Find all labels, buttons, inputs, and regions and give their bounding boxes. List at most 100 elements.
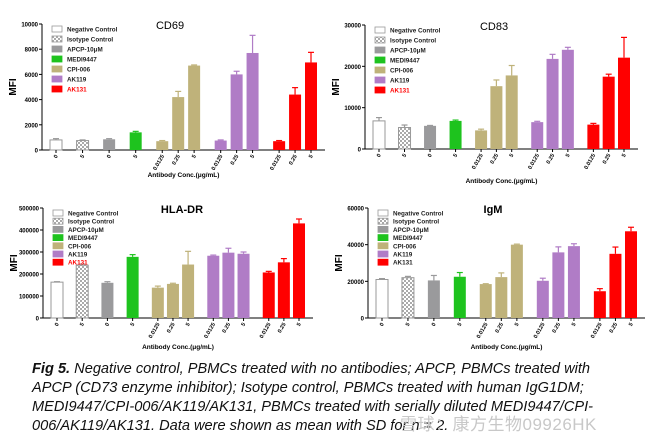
legend-label: CPI-006: [393, 243, 417, 250]
x-tick-label: 5: [296, 322, 303, 328]
chart-hla-dr: 0 100000 200000 300000 400000 500000 MFI HLA-DR…: [9, 204, 313, 351]
x-tick-label: 5: [185, 322, 192, 328]
watermark: 雪球：康方生物09926HK: [400, 415, 597, 434]
x-tick-label: 0: [54, 322, 61, 328]
bar: [166, 283, 179, 318]
x-tick-label: 0.25: [490, 153, 501, 165]
x-axis-label: Antibody Conc.(μg/mL): [142, 344, 214, 351]
legend-swatch: [51, 75, 63, 83]
y-tick-label: 2000: [25, 123, 39, 129]
bar: [602, 76, 615, 149]
bar: [273, 141, 286, 150]
bar: [561, 49, 574, 149]
bar: [552, 252, 565, 318]
legend-label: AK131: [393, 260, 413, 267]
legend-label: MEDI9447: [393, 235, 423, 242]
legend-label: MEDI9447: [67, 57, 97, 64]
legend-label: APCP-10μM: [393, 227, 429, 234]
y-axis-label: MFI: [8, 78, 19, 95]
legend-swatch: [377, 242, 389, 250]
bar: [222, 252, 235, 318]
legend-swatch: [52, 234, 64, 242]
x-tick-label: 0.25: [288, 154, 299, 166]
x-tick-label: 0.0125: [152, 154, 166, 172]
legend-swatch: [374, 36, 386, 44]
bar: [50, 281, 64, 319]
legend-swatch: [52, 217, 64, 225]
legend-swatch: [51, 35, 63, 43]
y-tick-label: 6000: [25, 73, 39, 79]
x-tick-label: 0.0125: [476, 322, 490, 340]
legend-swatch: [374, 46, 386, 54]
bar: [479, 284, 492, 318]
legend-label: AK119: [67, 77, 87, 84]
legend-swatch: [374, 26, 386, 34]
x-tick-label: 0.25: [277, 322, 288, 334]
legend-swatch: [377, 234, 389, 242]
legend-swatch: [52, 225, 64, 233]
bar: [618, 57, 630, 149]
x-tick-label: 5: [514, 322, 521, 328]
y-tick-label: 0: [361, 317, 365, 323]
bar: [151, 287, 164, 318]
legend-label: Isotype Control: [390, 38, 436, 45]
y-tick-label: 10000: [344, 106, 361, 112]
bar: [246, 52, 259, 151]
x-tick-label: 5: [250, 154, 257, 160]
bar: [188, 65, 201, 150]
x-axis-label: Antibody Conc.(μg/mL): [148, 172, 220, 179]
legend-swatch: [374, 56, 386, 64]
bar: [587, 124, 600, 149]
bar: [76, 140, 90, 151]
legend-label: CPI-006: [68, 243, 92, 250]
x-tick-label: 0.25: [494, 322, 505, 334]
x-tick-label: 5: [509, 153, 516, 159]
bar: [207, 255, 220, 318]
y-tick-label: 0: [36, 317, 40, 323]
y-tick-label: 30000: [344, 24, 361, 30]
x-tick-label: 5: [571, 322, 578, 328]
x-tick-label: 0: [53, 154, 60, 160]
legend-label: APCP-10μM: [67, 47, 103, 54]
y-tick-label: 400000: [19, 229, 40, 235]
x-tick-label: 0.25: [166, 322, 177, 334]
legend-label: Negative Control: [393, 211, 444, 218]
bar: [103, 139, 116, 150]
legend-label: CPI-006: [390, 68, 414, 75]
x-axis-label: Antibody Conc.(μg/mL): [466, 178, 538, 185]
legend-swatch: [51, 85, 63, 93]
y-tick-label: 8000: [25, 48, 39, 54]
x-tick-label: 5: [565, 153, 572, 159]
x-tick-label: 0.0125: [203, 322, 217, 340]
legend-label: APCP-10μM: [68, 227, 104, 234]
x-tick-label: 0.0125: [471, 153, 485, 171]
y-tick-label: 300000: [19, 251, 40, 257]
y-tick-label: 4000: [25, 98, 39, 104]
legend-swatch: [51, 65, 63, 73]
x-tick-label: 0.25: [552, 322, 563, 334]
y-tick-label: 0: [35, 149, 39, 155]
bar: [593, 291, 606, 318]
bar: [531, 122, 544, 149]
legend-swatch: [377, 217, 389, 225]
y-axis-label: MFI: [331, 78, 342, 95]
x-tick-label: 5: [628, 322, 635, 328]
legend-label: AK131: [68, 260, 88, 267]
x-tick-label: 0.25: [609, 322, 620, 334]
bar: [375, 279, 389, 319]
legend-label: AK119: [390, 78, 410, 85]
chart-cd83: 0 10000 20000 30000 MFI CD83 0 5 0 5 0.0125 0.25 5 0.…: [331, 21, 638, 185]
x-tick-label: 5: [308, 154, 315, 160]
x-tick-label: 5: [241, 322, 248, 328]
x-tick-label: 0: [104, 322, 111, 328]
bar: [101, 282, 114, 318]
y-tick-label: 60000: [347, 207, 364, 213]
bar: [230, 74, 243, 150]
legend-swatch: [377, 250, 389, 258]
legend-label: Isotype Control: [67, 37, 113, 44]
legend-swatch: [374, 86, 386, 94]
legend-label: Isotype Control: [393, 219, 439, 226]
bar: [490, 86, 503, 149]
x-tick-label: 0: [427, 153, 434, 159]
bar: [289, 94, 302, 150]
